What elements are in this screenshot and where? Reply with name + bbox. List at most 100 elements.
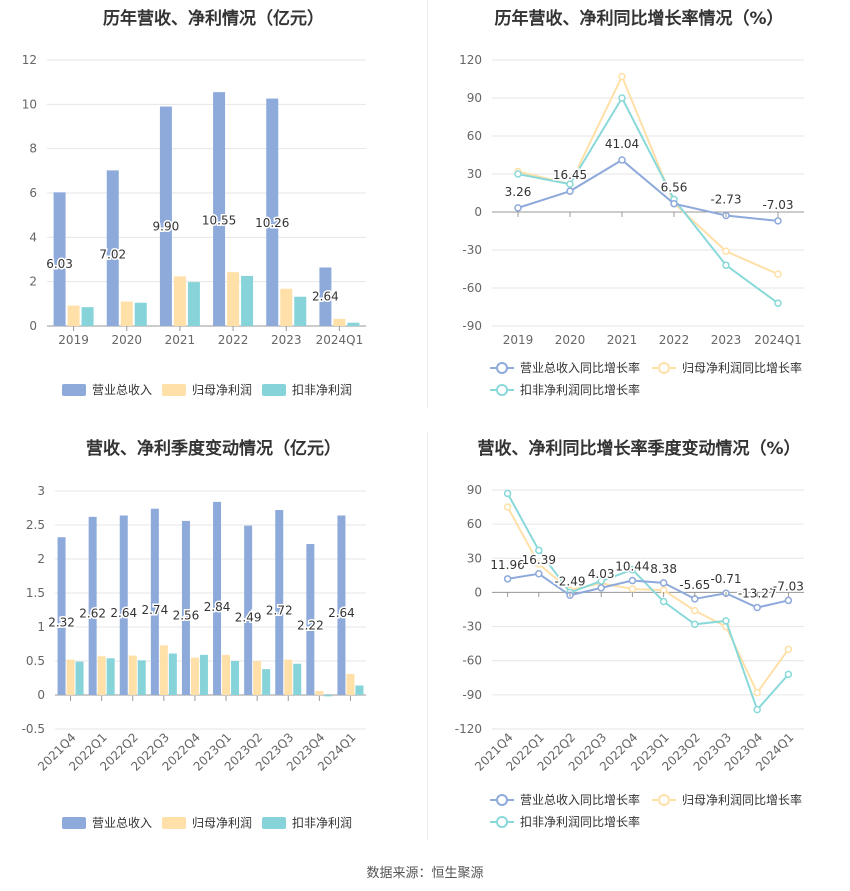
- legend-label: 扣非净利润同比增长率: [520, 814, 640, 829]
- bar: [150, 508, 159, 695]
- data-point: [691, 606, 699, 615]
- bar: [306, 544, 315, 695]
- legend-label: 归母净利润同比增长率: [682, 792, 802, 807]
- data-label: -7.03: [773, 579, 804, 593]
- annual-bar-chart: 0 2 4 6 8 10 12 6.03 7.02 9.90 10.55 10.26 2.64 2019 2…: [22, 53, 366, 397]
- bar: [213, 92, 226, 327]
- data-point: [618, 94, 626, 102]
- bar: [67, 305, 80, 326]
- y-tick-label: 0: [474, 585, 482, 599]
- data-point: [774, 299, 782, 307]
- bar: [253, 661, 262, 695]
- data-point: [722, 617, 730, 625]
- chart-title: 营收、净利季度变动情况（亿元）: [86, 439, 341, 459]
- y-tick-label: 0: [29, 319, 37, 333]
- bar: [293, 663, 302, 695]
- series-line: [506, 506, 790, 695]
- bar: [355, 685, 364, 695]
- bar: [227, 272, 240, 326]
- data-point: [503, 489, 512, 498]
- data-point: [784, 670, 793, 679]
- data-label: -7.03: [762, 198, 793, 212]
- data-point: [597, 584, 605, 592]
- legend-marker: [496, 816, 508, 828]
- bar: [75, 661, 84, 695]
- series-line: [506, 492, 790, 712]
- y-tick-label: 90: [467, 483, 482, 497]
- data-label: 2.64: [110, 606, 137, 620]
- bar: [181, 520, 190, 695]
- data-label: 2.72: [266, 604, 293, 618]
- data-point: [535, 570, 543, 578]
- data-label: 2.62: [79, 607, 106, 621]
- y-tick-label: 12: [22, 53, 37, 67]
- data-point: [659, 597, 668, 606]
- y-tick-label: 30: [467, 551, 482, 565]
- series-line: [507, 572, 789, 609]
- y-tick-label: 90: [467, 91, 482, 105]
- bar: [222, 654, 231, 695]
- y-tick-label: 60: [467, 129, 482, 143]
- y-tick-label: -0.5: [22, 722, 45, 736]
- legend-swatch: [262, 817, 286, 829]
- data-label: 10.44: [615, 560, 649, 574]
- data-label: -2.73: [710, 192, 741, 206]
- bar: [120, 301, 133, 326]
- data-label: 2.32: [48, 615, 75, 629]
- data-label: 8.38: [650, 562, 677, 576]
- legend-label: 营业总收入: [92, 383, 152, 397]
- bar: [97, 656, 106, 695]
- data-point: [753, 705, 761, 714]
- y-tick-label: 1.5: [26, 586, 45, 600]
- bar: [275, 510, 284, 695]
- x-tick-label: 2020: [111, 333, 142, 347]
- x-tick-label: 2024Q1: [754, 333, 802, 347]
- legend-label: 归母净利润: [192, 816, 252, 830]
- y-tick-label: 1: [37, 620, 45, 634]
- data-label: 2.56: [173, 608, 200, 622]
- data-point: [774, 270, 782, 278]
- y-tick-label: 8: [29, 142, 37, 156]
- bar: [190, 657, 199, 695]
- data-point: [628, 576, 637, 585]
- data-point: [691, 620, 699, 629]
- data-point: [670, 199, 678, 208]
- x-tick-label: 2019: [503, 333, 534, 347]
- legend-swatch: [262, 384, 286, 396]
- data-label: 6.56: [661, 181, 688, 195]
- y-tick-label: 0: [474, 205, 482, 219]
- bar: [53, 192, 66, 326]
- data-label: 11.96: [490, 558, 524, 572]
- y-tick-label: -30: [462, 243, 482, 257]
- data-label: 2.74: [141, 603, 168, 617]
- data-point: [628, 585, 637, 593]
- legend-label: 营业总收入同比增长率: [520, 792, 640, 807]
- data-point: [535, 560, 543, 568]
- legend-label: 归母净利润同比增长率: [682, 360, 802, 375]
- bar: [333, 318, 346, 326]
- data-point: [535, 546, 543, 555]
- legend-label: 营业总收入同比增长率: [520, 360, 640, 375]
- panel-quarterly-growth: 营收、净利同比增长率季度变动情况（%） -120 -90 -60 -30 0 30 60 90…: [428, 432, 850, 852]
- y-tick-label: 120: [459, 53, 482, 67]
- legend-swatch: [162, 384, 186, 396]
- series-line: [517, 95, 779, 305]
- data-label: 10.55: [202, 213, 236, 227]
- legend-marker: [496, 362, 508, 374]
- data-label: -2.49: [554, 574, 585, 588]
- panel-quarterly-revenue-profit: 营收、净利季度变动情况（亿元） -0.5 0 0.5 1 1.5 2 2.5 3 2.32 2.6…: [0, 432, 427, 852]
- data-label: 2.64: [328, 606, 355, 620]
- y-tick-label: -90: [462, 688, 482, 702]
- y-tick-label: 0.5: [26, 654, 45, 668]
- legend-label: 扣非净利润: [292, 816, 352, 830]
- data-label: 2.64: [312, 290, 339, 304]
- bar: [213, 501, 222, 695]
- legend-label: 扣非净利润: [292, 383, 352, 397]
- data-label: -0.71: [710, 572, 741, 586]
- bar: [66, 659, 75, 695]
- bar: [199, 654, 208, 695]
- data-source-note: 数据来源：恒生聚源: [366, 866, 484, 881]
- chart-title: 历年营收、净利情况（亿元）: [103, 9, 324, 29]
- bar: [187, 282, 200, 326]
